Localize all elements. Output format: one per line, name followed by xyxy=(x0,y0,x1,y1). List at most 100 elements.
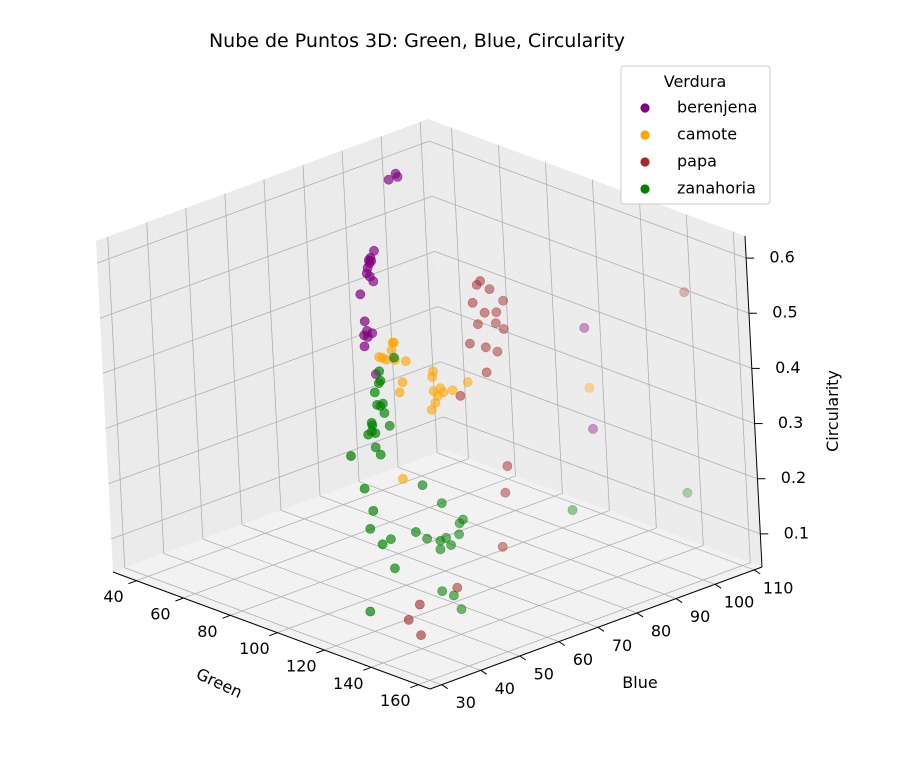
x-tick xyxy=(269,632,278,637)
grid-line-z xyxy=(440,361,758,480)
y-tick-label: 60 xyxy=(573,650,593,669)
data-point-papa xyxy=(472,319,483,330)
x-tick xyxy=(363,666,372,671)
data-point-papa xyxy=(498,324,509,334)
data-point-papa xyxy=(480,342,491,353)
z-axis-line xyxy=(744,235,763,568)
x-tick-label: 140 xyxy=(333,674,364,693)
back-pane xyxy=(428,119,762,567)
grid-line-z xyxy=(105,306,438,429)
grid-line-y xyxy=(263,179,282,511)
grid-line-y xyxy=(224,193,243,525)
data-point-berenjena xyxy=(579,322,590,333)
y-tick-label: 70 xyxy=(612,636,632,655)
grid-line-x xyxy=(685,214,704,546)
y-tick xyxy=(675,598,683,603)
grid-line-x xyxy=(136,458,469,582)
axis-lines xyxy=(112,235,763,690)
legend-label-berenjena: berenjena xyxy=(677,98,757,117)
x-tick-label: 120 xyxy=(286,657,317,676)
y-tick xyxy=(480,669,488,675)
data-point-zanahoria xyxy=(363,429,374,440)
x-tick-label: 160 xyxy=(380,691,411,710)
data-point-papa xyxy=(490,318,501,329)
y-tick-label: 80 xyxy=(651,621,671,640)
tick-labels: 40 60 80 100 120 140 160 30 40 50 60 70 80 90 100 110 0.… xyxy=(103,248,809,713)
grid-lines xyxy=(96,121,761,686)
x-tick-label: 100 xyxy=(239,639,270,658)
data-point-papa xyxy=(502,461,513,471)
z-axis-label: Circularity xyxy=(823,370,842,452)
z-tick-label: 0.4 xyxy=(775,358,800,377)
data-point-papa xyxy=(416,630,426,641)
data-point-berenjena xyxy=(390,168,401,179)
data-point-zanahoria xyxy=(375,449,386,460)
z-tick-label: 0.6 xyxy=(769,248,794,267)
data-point-zanahoria xyxy=(682,487,693,498)
legend[interactable]: Verdura berenjena camote papa zanahoria xyxy=(620,65,771,205)
grid-line-y xyxy=(163,552,481,671)
data-point-zanahoria xyxy=(389,352,399,363)
z-tick-label: 0.1 xyxy=(784,523,809,542)
data-point-camote xyxy=(584,382,595,393)
x-tick-label: 40 xyxy=(103,587,123,606)
data-point-zanahoria xyxy=(385,534,396,544)
y-tick xyxy=(753,569,761,575)
data-point-zanahoria xyxy=(567,505,578,515)
data-point-zanahoria xyxy=(454,529,464,540)
legend-marker-berenjena xyxy=(640,103,650,113)
data-point-camote xyxy=(447,385,458,396)
grid-line-x xyxy=(371,544,704,668)
grid-line-x xyxy=(230,492,563,616)
data-point-zanahoria xyxy=(454,518,465,529)
grid-line-y xyxy=(302,164,321,496)
grid-line-z xyxy=(431,195,750,314)
grid-line-z xyxy=(443,416,761,535)
legend-label-camote: camote xyxy=(677,125,737,144)
data-point-zanahoria xyxy=(365,524,376,534)
data-point-camote xyxy=(394,387,405,398)
legend-frame xyxy=(620,65,771,205)
data-point-berenjena xyxy=(361,268,372,279)
grid-line-y xyxy=(437,452,755,571)
data-point-zanahoria xyxy=(377,539,388,550)
legend-items: berenjena camote papa zanahoria xyxy=(640,98,757,198)
grid-line-x xyxy=(451,127,469,459)
z-tick-label: 0.5 xyxy=(772,303,797,322)
x-tick xyxy=(222,614,231,619)
grid-line-y xyxy=(202,538,520,657)
x-tick xyxy=(316,649,325,654)
grid-line-x xyxy=(277,510,610,634)
legend-label-papa: papa xyxy=(677,152,717,171)
data-point-zanahoria xyxy=(446,540,456,550)
grid-line-y xyxy=(280,509,599,628)
data-point-camote xyxy=(427,371,438,382)
grid-line-y xyxy=(146,222,165,554)
x-tick-label: 60 xyxy=(150,605,170,624)
floor-pane xyxy=(113,450,762,689)
y-tick xyxy=(519,655,527,661)
x-tick-label: 80 xyxy=(197,622,217,641)
data-point-papa xyxy=(414,599,425,610)
data-point-zanahoria xyxy=(367,420,378,431)
data-point-zanahoria xyxy=(456,604,467,614)
y-tick xyxy=(636,612,644,618)
data-point-zanahoria xyxy=(370,442,381,453)
grid-line-y xyxy=(358,481,677,599)
data-point-berenjena xyxy=(588,423,598,434)
grid-line-x xyxy=(498,144,516,477)
data-point-camote xyxy=(428,386,439,396)
data-point-papa xyxy=(491,307,502,318)
y-tick-label: 110 xyxy=(763,578,794,597)
data-point-zanahoria xyxy=(384,420,395,431)
legend-title: Verdura xyxy=(664,72,727,91)
data-point-zanahoria xyxy=(359,483,370,494)
grid-line-x xyxy=(545,162,563,494)
data-point-papa xyxy=(403,615,414,625)
data-point-papa xyxy=(497,541,508,552)
data-point-papa xyxy=(498,295,508,306)
x-axis-label: Green xyxy=(193,664,245,702)
data-point-zanahoria xyxy=(410,527,421,537)
grid-line-z xyxy=(96,140,430,264)
